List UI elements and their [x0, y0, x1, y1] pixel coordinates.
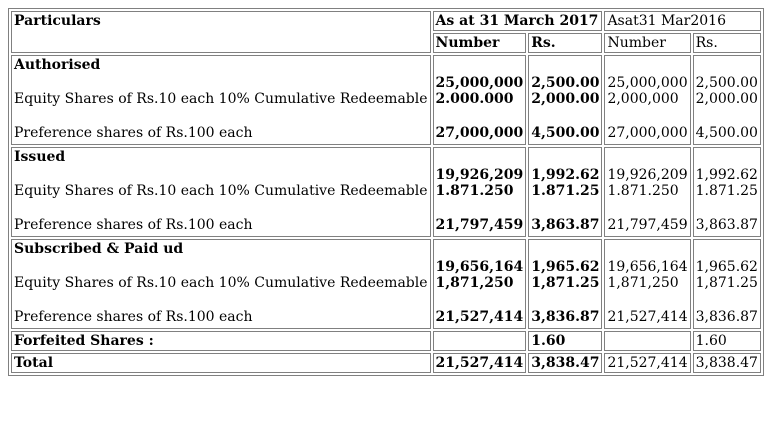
number-2016-cell: 19,926,209 1.871.250 21,797,459: [604, 147, 691, 237]
rs-2016-cell: 2,500.00 2,000.00 4,500.00: [692, 55, 761, 145]
value: 1.871.25: [531, 183, 600, 199]
value: 2,500.00: [531, 75, 600, 91]
value: 2,000,000: [607, 91, 679, 107]
value: 27,000,000: [607, 125, 688, 141]
value: 2,500.00: [695, 75, 758, 91]
section-particulars: Authorised Equity Shares of Rs.10 each 1…: [11, 55, 431, 145]
value: 1,992.62: [695, 167, 758, 183]
forfeited-label: Forfeited Shares :: [11, 331, 431, 351]
section-title: Authorised: [14, 57, 101, 73]
value: 1.871.250: [607, 183, 679, 199]
value: 1.871.250: [435, 183, 514, 199]
rs-2017-cell: 1,992.62 1.871.25 3,863.87: [528, 147, 603, 237]
section-title: Issued: [14, 149, 66, 165]
value: 27,000,000: [435, 125, 524, 141]
section-row-issued: Issued Equity Shares of Rs.10 each 10% C…: [11, 147, 761, 237]
number-2017-cell: 19,926,209 1.871.250 21,797,459: [432, 147, 527, 237]
forfeited-row: Forfeited Shares : 1.60 1.60: [11, 331, 761, 351]
forfeited-number-2017: [432, 331, 527, 351]
value: 4,500.00: [531, 125, 600, 141]
value: 1,871,250: [607, 275, 679, 291]
number-2016-cell: 25,000,000 2,000,000 27,000,000: [604, 55, 691, 145]
section-particulars: Issued Equity Shares of Rs.10 each 10% C…: [11, 147, 431, 237]
value: 19,656,164: [435, 259, 524, 275]
number-2017-cell: 19,656,164 1,871,250 21,527,414: [432, 239, 527, 329]
value: 2,000.00: [531, 91, 600, 107]
value: 2.000.000: [435, 91, 514, 107]
value: 25,000,000: [435, 75, 524, 91]
value: 1,992.62: [531, 167, 600, 183]
total-number-2016: 21,527,414: [604, 353, 691, 373]
value: 21,797,459: [435, 217, 524, 233]
value: 19,926,209: [607, 167, 688, 183]
value: 19,926,209: [435, 167, 524, 183]
value: 3,863.87: [695, 217, 758, 233]
header-row-columns: Number Rs. Number Rs.: [11, 33, 761, 53]
value: 1,871.25: [695, 275, 758, 291]
value: 25,000,000: [607, 75, 688, 91]
section-title: Subscribed & Paid ud: [14, 241, 184, 257]
rs-2016-cell: 1,992.62 1.871.25 3,863.87: [692, 147, 761, 237]
value: 3,836.87: [695, 309, 758, 325]
number-2017-cell: 25,000,000 2.000.000 27,000,000: [432, 55, 527, 145]
section-particulars: Subscribed & Paid ud Equity Shares of Rs…: [11, 239, 431, 329]
header-number-2017: Number: [432, 33, 527, 53]
forfeited-rs-2016: 1.60: [692, 331, 761, 351]
preference-label: Preference shares of Rs.100 each: [14, 125, 253, 141]
value: 1,871,250: [435, 275, 514, 291]
equity-label: Equity Shares of Rs.10 each 10% Cumulati…: [14, 183, 428, 199]
value: 21,527,414: [435, 309, 524, 325]
preference-label: Preference shares of Rs.100 each: [14, 217, 253, 233]
total-number-2017: 21,527,414: [432, 353, 527, 373]
section-row-authorised: Authorised Equity Shares of Rs.10 each 1…: [11, 55, 761, 145]
total-label: Total: [11, 353, 431, 373]
total-row: Total 21,527,414 3,838.47 21,527,414 3,8…: [11, 353, 761, 373]
header-rs-2017: Rs.: [528, 33, 603, 53]
header-period-2016: Asat31 Mar2016: [604, 11, 761, 31]
header-number-2016: Number: [604, 33, 691, 53]
value: 21,797,459: [607, 217, 688, 233]
preference-label: Preference shares of Rs.100 each: [14, 309, 253, 325]
value: 21,527,414: [607, 309, 688, 325]
equity-label: Equity Shares of Rs.10 each 10% Cumulati…: [14, 275, 428, 291]
header-rs-2016: Rs.: [692, 33, 761, 53]
value: 19,656,164: [607, 259, 688, 275]
header-particulars: Particulars: [11, 11, 431, 53]
header-row-periods: Particulars As at 31 March 2017 Asat31 M…: [11, 11, 761, 53]
share-capital-table: Particulars As at 31 March 2017 Asat31 M…: [8, 8, 764, 376]
header-period-2017: As at 31 March 2017: [432, 11, 603, 31]
rs-2016-cell: 1,965.62 1,871.25 3,836.87: [692, 239, 761, 329]
value: 4,500.00: [695, 125, 758, 141]
value: 3,863.87: [531, 217, 600, 233]
rs-2017-cell: 2,500.00 2,000.00 4,500.00: [528, 55, 603, 145]
value: 1,965.62: [531, 259, 600, 275]
forfeited-number-2016: [604, 331, 691, 351]
equity-label: Equity Shares of Rs.10 each 10% Cumulati…: [14, 91, 428, 107]
rs-2017-cell: 1,965.62 1,871.25 3,836.87: [528, 239, 603, 329]
total-rs-2017: 3,838.47: [528, 353, 603, 373]
value: 1,965.62: [695, 259, 758, 275]
number-2016-cell: 19,656,164 1,871,250 21,527,414: [604, 239, 691, 329]
value: 2,000.00: [695, 91, 758, 107]
value: 3,836.87: [531, 309, 600, 325]
section-row-subscribed: Subscribed & Paid ud Equity Shares of Rs…: [11, 239, 761, 329]
value: 1.871.25: [695, 183, 758, 199]
total-rs-2016: 3,838.47: [692, 353, 761, 373]
value: 1,871.25: [531, 275, 600, 291]
forfeited-rs-2017: 1.60: [528, 331, 603, 351]
